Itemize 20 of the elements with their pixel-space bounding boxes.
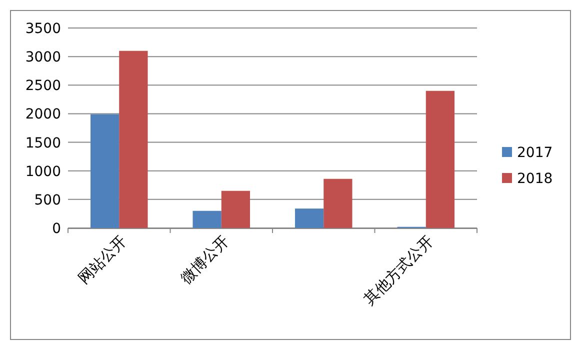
y-tick-label: 2000 <box>25 106 61 123</box>
y-tick-label: 3500 <box>25 21 61 37</box>
bar <box>324 178 352 228</box>
y-tick-label: 0 <box>52 221 61 237</box>
legend-label: 2018 <box>517 171 553 187</box>
y-tick-label: 3000 <box>25 50 61 66</box>
legend-label: 2017 <box>517 145 553 161</box>
bar <box>221 190 250 228</box>
bar <box>294 208 324 228</box>
x-tick-label: 网站公开 <box>74 232 130 288</box>
y-tick-label: 1500 <box>25 135 61 152</box>
bar <box>426 90 455 228</box>
bar <box>119 50 148 228</box>
x-tick-label: 其他方式公开 <box>360 232 437 308</box>
x-tick-label: 微博公开 <box>177 232 232 288</box>
y-tick-label: 2500 <box>25 78 61 94</box>
y-tick-label: 1000 <box>25 164 61 180</box>
bar <box>192 210 222 228</box>
y-tick-label: 500 <box>34 192 61 208</box>
bar <box>90 114 120 228</box>
